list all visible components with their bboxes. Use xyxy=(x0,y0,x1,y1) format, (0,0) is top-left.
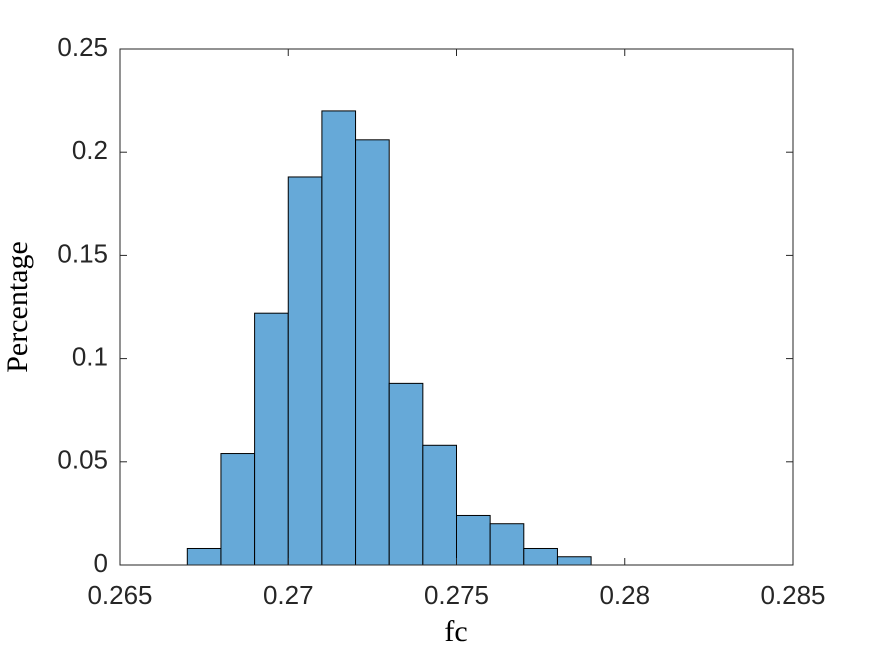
bar xyxy=(287,176,323,566)
y-axis-label: Percentage xyxy=(1,241,34,373)
bar xyxy=(321,110,357,566)
bar xyxy=(388,382,424,566)
y-tick-label: 0.05 xyxy=(57,445,108,475)
bar xyxy=(556,556,592,566)
bar xyxy=(254,312,289,566)
bar xyxy=(220,453,256,566)
y-tick-label: 0.25 xyxy=(57,32,108,62)
y-tick-label: 0.15 xyxy=(57,238,108,268)
y-tick-label: 0.1 xyxy=(72,341,108,371)
y-tick-label: 0 xyxy=(94,548,108,578)
x-tick-label: 0.265 xyxy=(87,580,152,610)
bar xyxy=(523,547,558,566)
x-axis-label: fc xyxy=(444,615,467,648)
bar xyxy=(456,514,491,566)
x-tick-label: 0.285 xyxy=(760,580,825,610)
bar xyxy=(422,444,458,566)
bar xyxy=(355,139,390,566)
x-tick-label: 0.275 xyxy=(424,580,489,610)
bar xyxy=(186,547,222,566)
x-tick-label: 0.27 xyxy=(263,580,314,610)
bar xyxy=(489,523,525,566)
x-tick-label: 0.28 xyxy=(599,580,650,610)
y-tick-label: 0.2 xyxy=(72,135,108,165)
